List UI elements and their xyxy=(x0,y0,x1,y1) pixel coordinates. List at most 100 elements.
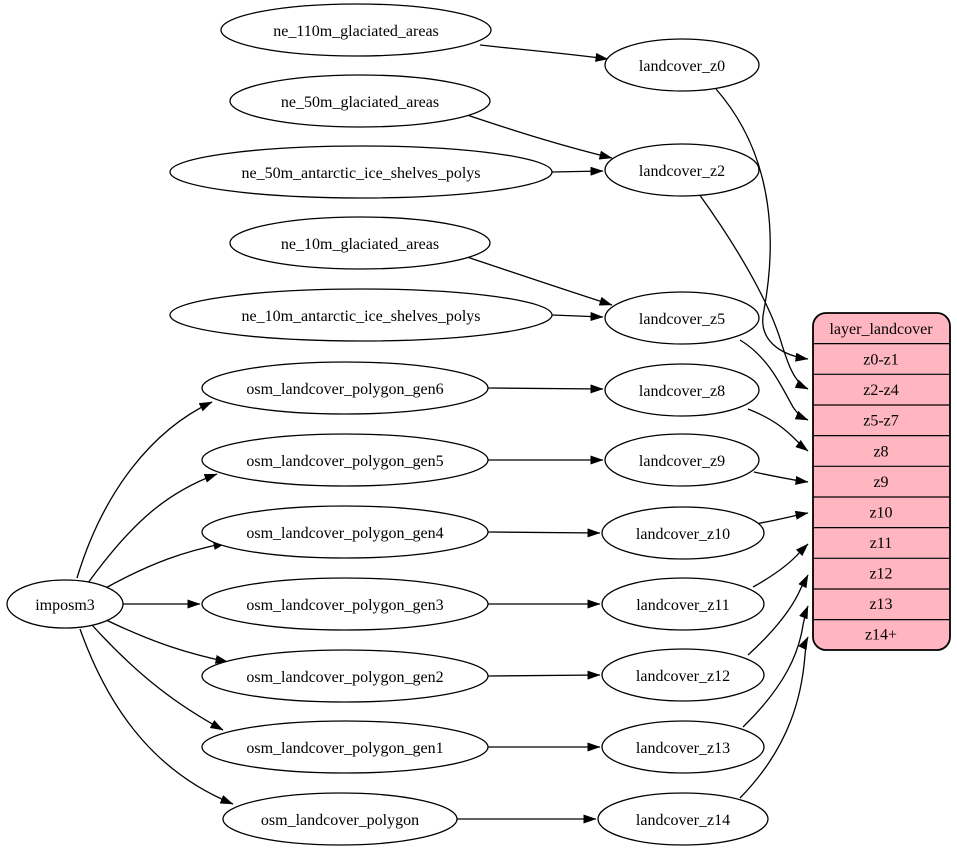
edge-z14-to-row-z14plus xyxy=(739,636,809,799)
node-ellipse xyxy=(169,145,553,199)
node-ellipse xyxy=(222,792,458,846)
edge-imposm3-to-gen6 xyxy=(76,401,213,579)
table-row-z13: z13 xyxy=(869,596,892,613)
node-label: ne_110m_glaciated_areas xyxy=(273,23,439,40)
table-row-z8: z8 xyxy=(873,444,888,461)
node-landcover-z5: landcover_z5 xyxy=(604,291,760,345)
node-label: landcover_z11 xyxy=(636,597,730,614)
edge-gen2-to-z12 xyxy=(487,670,601,680)
edge-ne10m-antarctic-to-z5 xyxy=(551,312,604,322)
node-landcover-z14: landcover_z14 xyxy=(597,792,769,846)
node-label: ne_50m_glaciated_areas xyxy=(281,94,439,111)
node-ne-110m-glaciated-areas: ne_110m_glaciated_areas xyxy=(220,3,492,57)
edge-z12-to-row-z12 xyxy=(747,574,809,656)
node-ellipse xyxy=(229,216,491,270)
node-ellipse xyxy=(201,361,489,415)
node-ellipse xyxy=(604,291,760,345)
source-nodes: ne_110m_glaciated_areas ne_50m_glaciated… xyxy=(169,3,553,846)
edges-to-layer-table xyxy=(698,88,809,799)
node-ellipse xyxy=(201,505,489,559)
table-row-z5-z7: z5-z7 xyxy=(863,413,899,430)
node-ellipse xyxy=(229,74,491,128)
edge-z2-to-row-z2-z4 xyxy=(698,193,809,390)
edge-z13-to-row-z13 xyxy=(742,605,809,728)
table-row-z14plus: z14+ xyxy=(865,627,897,644)
node-osm-landcover-polygon-gen6: osm_landcover_polygon_gen6 xyxy=(201,361,489,415)
imposm3-ellipse xyxy=(6,579,124,629)
node-label: osm_landcover_polygon_gen2 xyxy=(246,669,443,686)
node-label: osm_landcover_polygon_gen3 xyxy=(246,597,443,614)
edge-gen4-to-z10 xyxy=(487,528,601,538)
node-osm-landcover-polygon-gen3: osm_landcover_polygon_gen3 xyxy=(201,577,489,631)
node-label: osm_landcover_polygon_gen6 xyxy=(246,381,443,398)
node-osm-landcover-polygon-gen2: osm_landcover_polygon_gen2 xyxy=(201,649,489,703)
edge-ne50m-antarctic-to-z2 xyxy=(551,166,604,176)
node-label: landcover_z0 xyxy=(639,58,725,75)
node-ellipse xyxy=(604,363,760,417)
node-ellipse xyxy=(601,648,765,702)
node-label: ne_50m_antarctic_ice_shelves_polys xyxy=(241,165,480,182)
table-row-z10: z10 xyxy=(869,505,892,522)
node-ellipse xyxy=(201,433,489,487)
table-row-z0-z1: z0-z1 xyxy=(863,352,899,369)
edges-importer xyxy=(76,401,234,805)
node-label: landcover_z14 xyxy=(636,812,730,829)
imposm3-label: imposm3 xyxy=(35,597,95,614)
edge-ne50m-glaciated-to-z2 xyxy=(466,114,613,160)
node-ellipse xyxy=(169,288,553,342)
edge-z9-to-row-z9 xyxy=(753,471,809,485)
node-ne-50m-glaciated-areas: ne_50m_glaciated_areas xyxy=(229,74,491,128)
node-ellipse xyxy=(604,143,760,197)
node-landcover-z9: landcover_z9 xyxy=(604,433,760,487)
edge-imposm3-to-gen4 xyxy=(101,541,227,591)
node-landcover-z2: landcover_z2 xyxy=(604,143,760,197)
node-ellipse xyxy=(201,577,489,631)
node-osm-landcover-polygon: osm_landcover_polygon xyxy=(222,792,458,846)
node-ellipse xyxy=(597,792,769,846)
node-label: osm_landcover_polygon_gen1 xyxy=(246,740,443,757)
node-ne-50m-antarctic-ice-shelves-polys: ne_50m_antarctic_ice_shelves_polys xyxy=(169,145,553,199)
node-label: landcover_z9 xyxy=(639,453,725,470)
table-background xyxy=(812,312,951,651)
node-label: landcover_z8 xyxy=(639,383,725,400)
node-label: ne_10m_antarctic_ice_shelves_polys xyxy=(241,308,480,325)
edge-z0-to-row-z0-z1 xyxy=(715,88,809,362)
edge-z10-to-row-z10 xyxy=(754,510,809,525)
node-ellipse xyxy=(220,3,492,57)
table-title-cell: layer_landcover xyxy=(829,321,933,338)
node-label: osm_landcover_polygon_gen5 xyxy=(246,453,443,470)
table-row-z9: z9 xyxy=(873,474,888,491)
node-ne-10m-antarctic-ice-shelves-polys: ne_10m_antarctic_ice_shelves_polys xyxy=(169,288,553,342)
node-osm-landcover-polygon-gen1: osm_landcover_polygon_gen1 xyxy=(201,720,489,774)
edge-gen6-to-z8 xyxy=(487,384,604,394)
node-osm-landcover-polygon-gen5: osm_landcover_polygon_gen5 xyxy=(201,433,489,487)
node-landcover-z11: landcover_z11 xyxy=(601,577,765,631)
edge-imposm3-to-polygon xyxy=(79,628,234,805)
edges-sources xyxy=(456,44,613,824)
node-label: ne_10m_glaciated_areas xyxy=(281,236,439,253)
node-ne-10m-glaciated-areas: ne_10m_glaciated_areas xyxy=(229,216,491,270)
edge-ne10m-glaciated-to-z5 xyxy=(466,256,613,306)
node-label: osm_landcover_polygon xyxy=(261,812,419,829)
node-label: landcover_z13 xyxy=(636,740,730,757)
node-landcover-z8: landcover_z8 xyxy=(604,363,760,417)
edge-ne110m-to-z0 xyxy=(479,44,609,62)
node-ellipse xyxy=(601,720,765,774)
node-ellipse xyxy=(604,433,760,487)
node-ellipse xyxy=(601,577,765,631)
table-row-z12: z12 xyxy=(869,566,892,583)
edge-imposm3-to-gen5 xyxy=(87,473,218,584)
node-landcover-z13: landcover_z13 xyxy=(601,720,765,774)
table-row-z2-z4: z2-z4 xyxy=(863,382,899,399)
node-imposm3: imposm3 xyxy=(6,579,124,629)
node-label: landcover_z2 xyxy=(639,163,725,180)
node-ellipse xyxy=(601,506,765,560)
edge-imposm3-to-gen2 xyxy=(103,618,229,664)
edge-z11-to-row-z11 xyxy=(752,543,809,588)
node-ellipse xyxy=(201,649,489,703)
edge-imposm3-to-gen1 xyxy=(91,624,224,731)
edge-z5-to-row-z5-z7 xyxy=(739,339,809,421)
node-ellipse xyxy=(201,720,489,774)
